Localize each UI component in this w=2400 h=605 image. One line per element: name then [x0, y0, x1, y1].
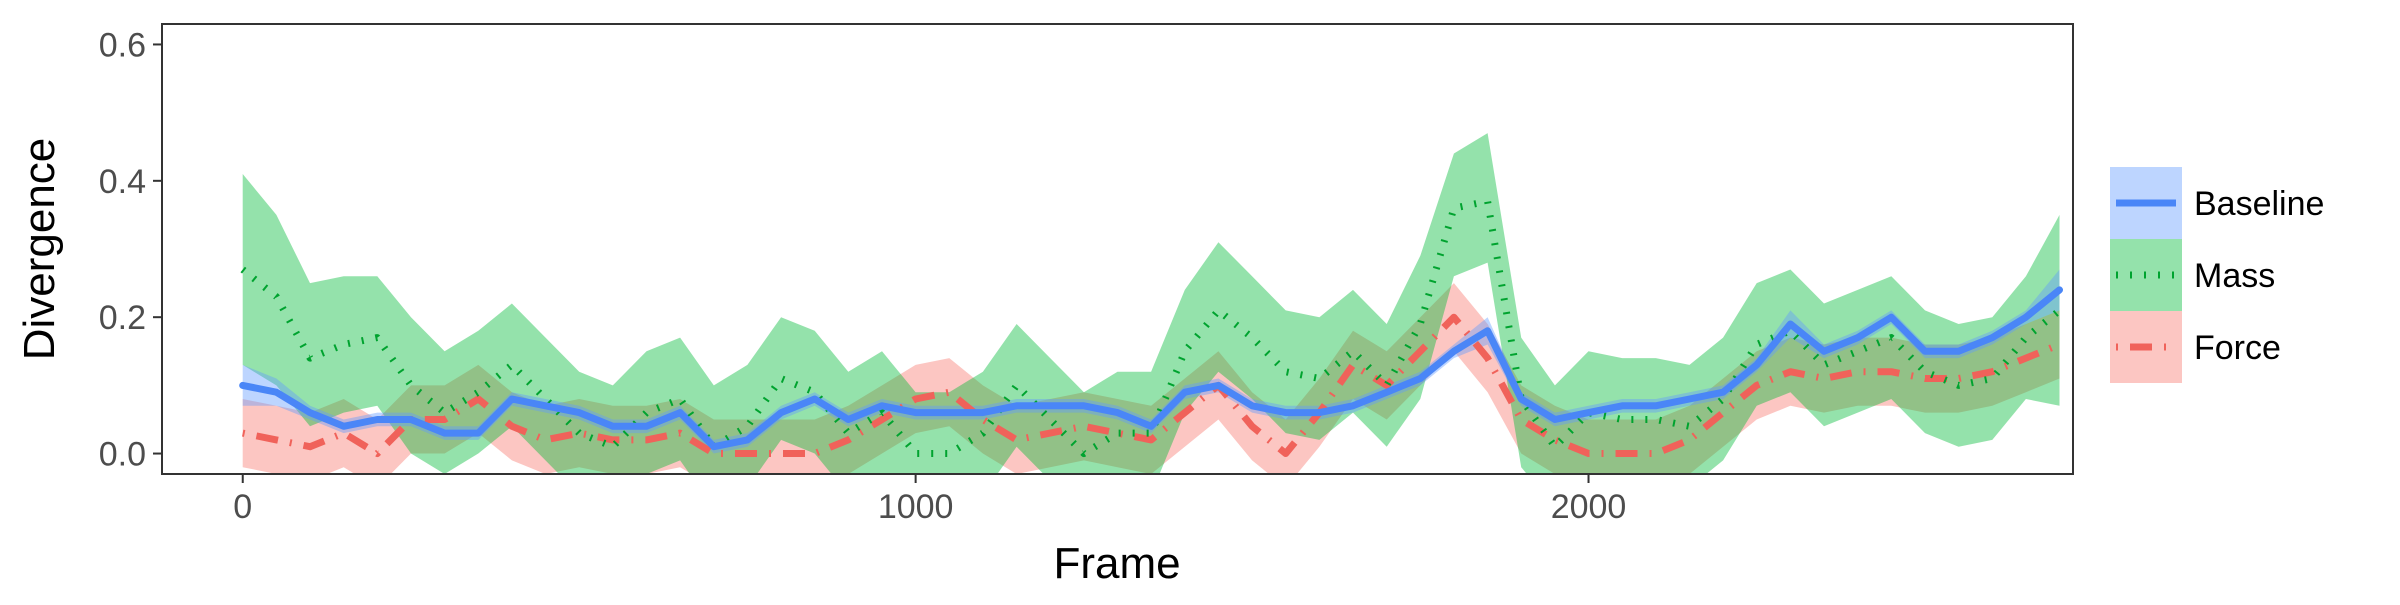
y-axis: 0.0 0.2 0.4 0.6: [99, 26, 162, 474]
legend: Baseline Mass Force: [2110, 167, 2324, 383]
x-axis: 0 1000 2000: [233, 474, 1626, 526]
y-tick-label: 0.6: [99, 26, 146, 64]
band-mass: [242, 133, 2060, 474]
legend-label: Force: [2194, 329, 2281, 367]
y-tick-label: 0.4: [99, 163, 146, 201]
legend-item-baseline: Baseline: [2110, 167, 2324, 239]
plot-border: [161, 23, 2074, 475]
series-lines: [239, 197, 2063, 457]
y-tick-label: 0.2: [99, 299, 146, 337]
x-tick-label: 2000: [1551, 488, 1627, 526]
x-tick-label: 1000: [878, 488, 954, 526]
y-axis-title: Divergence: [15, 138, 64, 361]
y-tick-label: 0.0: [99, 436, 146, 474]
x-axis-title: Frame: [1053, 539, 1180, 588]
line-force: [242, 313, 2061, 457]
legend-label: Mass: [2194, 257, 2275, 295]
legend-item-force: Force: [2110, 311, 2281, 383]
legend-item-mass: Mass: [2110, 239, 2275, 311]
legend-label: Baseline: [2194, 185, 2324, 223]
line-baseline: [239, 286, 2063, 451]
x-tick-label: 0: [233, 488, 252, 526]
